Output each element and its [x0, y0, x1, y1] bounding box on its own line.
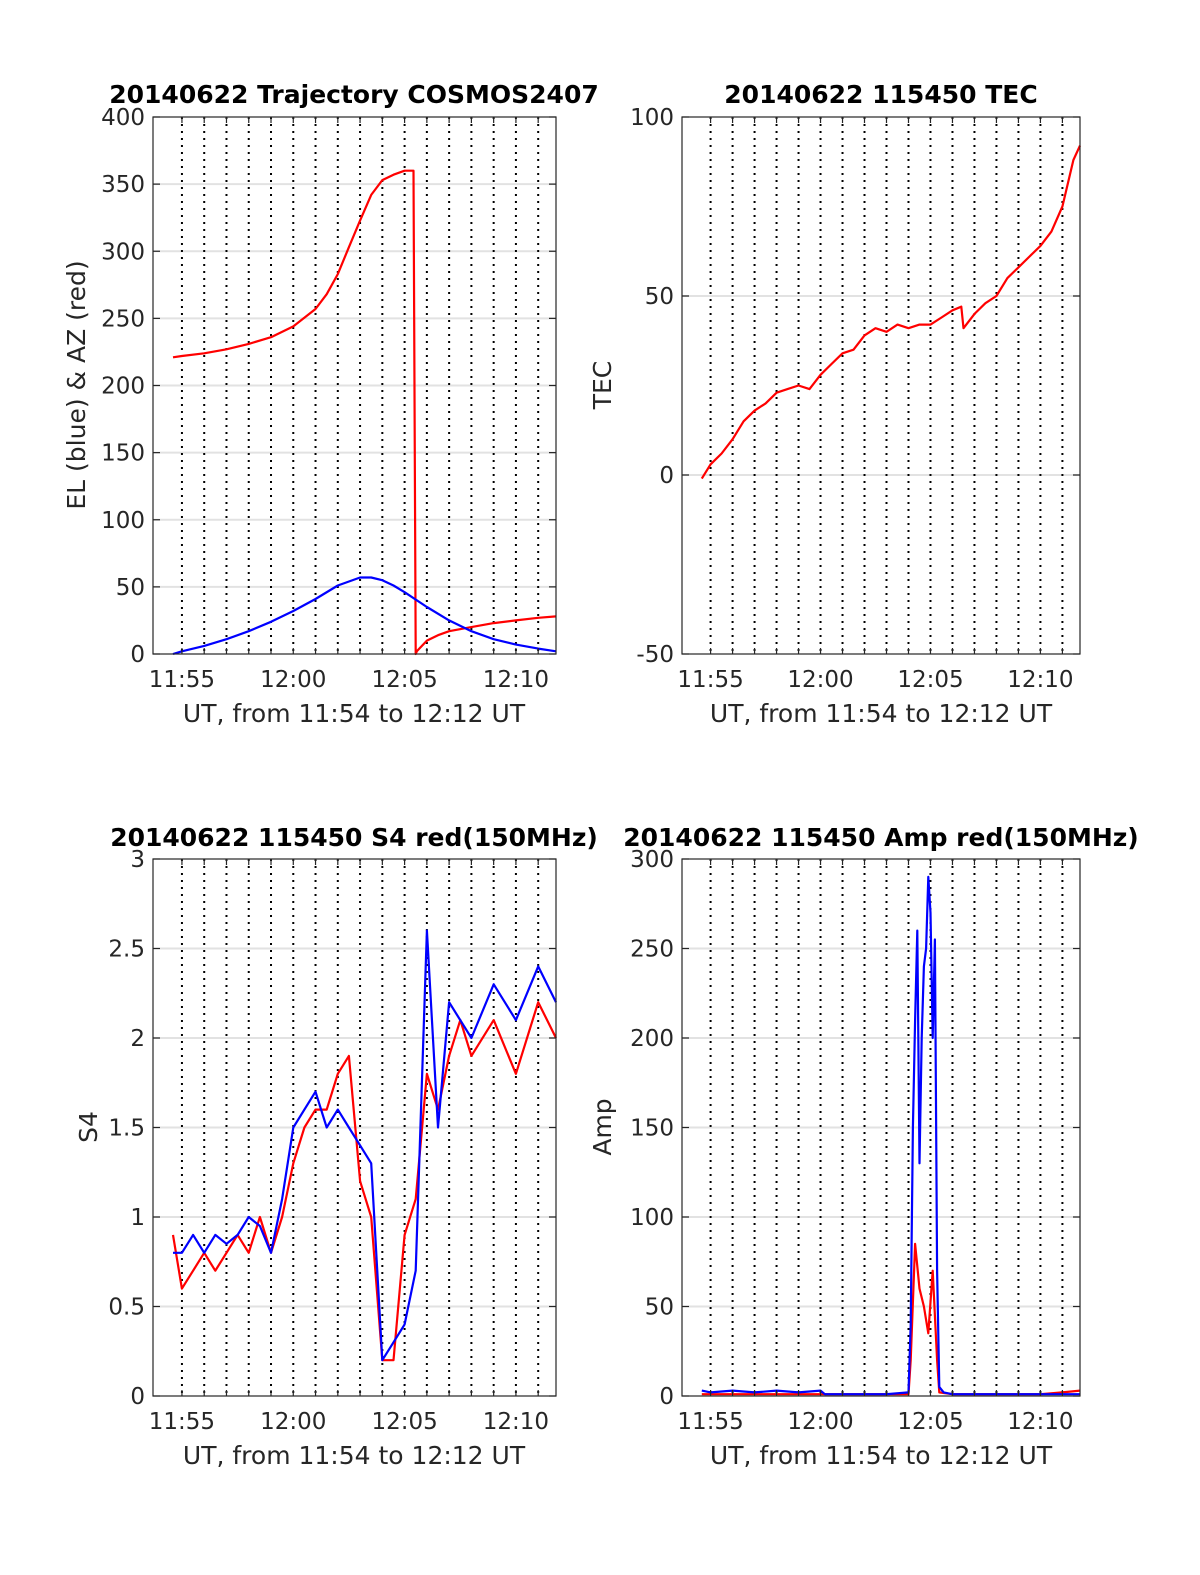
panel-tec-axes-frame [681, 116, 1081, 655]
y-tick-label: 100 [630, 105, 674, 131]
series-line-red [701, 1242, 1081, 1396]
y-tick-label: 2 [130, 1026, 145, 1052]
y-tick-label: 200 [101, 374, 145, 400]
y-tick-label: 250 [630, 937, 674, 963]
panel-trajectory-grid [153, 117, 556, 654]
x-tick-label: 12:10 [483, 667, 549, 693]
panel-s4-ylabel: S4 [74, 1111, 103, 1143]
y-tick-label: 200 [630, 1026, 674, 1052]
series-line-blue [173, 929, 557, 1362]
panel-tec-xlabel: UT, from 11:54 to 12:12 UT [710, 699, 1053, 728]
x-tick-label: 12:00 [260, 667, 326, 693]
panel-amp-grid [682, 859, 1080, 1396]
series-line-blue [701, 875, 1080, 1396]
y-tick-label: 1.5 [108, 1116, 145, 1142]
x-tick-label: 11:55 [677, 1409, 743, 1435]
y-tick-label: 0.5 [108, 1295, 145, 1321]
x-tick-label: 12:05 [371, 1409, 437, 1435]
y-tick-label: 250 [101, 306, 145, 332]
y-tick-label: 50 [116, 575, 145, 601]
panel-tec: 20140622 115450 TEC -50 0 50 100 11:55 12:00 1… [588, 80, 1081, 728]
panel-s4-series [171, 929, 557, 1362]
panel-s4: 20140622 115450 S4 red(150MHz) 0 0.5 1 1.5 2… [74, 823, 598, 1470]
panel-trajectory-title: 20140622 Trajectory COSMOS2407 [109, 80, 599, 109]
panel-trajectory-series [172, 169, 557, 656]
y-tick-label: 400 [101, 105, 145, 131]
panel-s4-grid [153, 859, 556, 1396]
x-tick-label: 12:00 [787, 1409, 853, 1435]
y-tick-label: 300 [630, 847, 674, 873]
y-tick-label: 0 [130, 642, 145, 668]
panel-tec-ticks: -50 0 50 100 11:55 12:00 12:05 12:10 [630, 105, 1080, 693]
panel-amp-ylabel: Amp [588, 1098, 617, 1155]
panel-s4-ticks: 0 0.5 1 1.5 2 2.5 3 11:55 12:00 12:05 12:10 [108, 847, 556, 1435]
x-tick-label: 12:05 [371, 667, 437, 693]
y-tick-label: 0 [130, 1384, 145, 1410]
y-tick-label: 2.5 [108, 937, 145, 963]
y-tick-label: 50 [645, 1295, 674, 1321]
panel-tec-grid [682, 117, 1080, 654]
panel-amp-xlabel: UT, from 11:54 to 12:12 UT [710, 1441, 1053, 1470]
series-line-red [172, 169, 557, 656]
y-tick-label: 100 [101, 508, 145, 534]
panel-trajectory-ylabel: EL (blue) & AZ (red) [62, 260, 91, 509]
x-tick-label: 12:05 [897, 667, 963, 693]
y-tick-label: 150 [630, 1116, 674, 1142]
series-line-red [700, 145, 1081, 480]
y-tick-label: 350 [101, 172, 145, 198]
y-tick-label: 50 [645, 284, 674, 310]
panel-tec-title: 20140622 115450 TEC [724, 80, 1037, 109]
x-tick-label: 11:55 [149, 1409, 215, 1435]
y-tick-label: 150 [101, 441, 145, 467]
y-tick-label: 0 [659, 1384, 674, 1410]
panel-tec-series [700, 145, 1081, 480]
x-tick-label: 12:05 [897, 1409, 963, 1435]
y-tick-label: 1 [130, 1205, 145, 1231]
panel-tec-ylabel: TEC [588, 361, 617, 411]
panel-trajectory-xlabel: UT, from 11:54 to 12:12 UT [183, 699, 526, 728]
series-line-blue [172, 576, 557, 656]
y-tick-label: 300 [101, 239, 145, 265]
panel-s4-xlabel: UT, from 11:54 to 12:12 UT [183, 1441, 526, 1470]
x-tick-label: 12:10 [1007, 667, 1073, 693]
panel-trajectory-ticks: 0 50 100 150 200 250 300 350 400 11:55 12:00 12:05 1… [101, 105, 556, 693]
panel-amp-title: 20140622 115450 Amp red(150MHz) [623, 823, 1139, 852]
x-tick-label: 12:10 [483, 1409, 549, 1435]
y-tick-label: 0 [659, 463, 674, 489]
panel-amp: 20140622 115450 Amp red(150MHz) 0 50 100 15… [588, 823, 1139, 1470]
panel-trajectory: 20140622 Trajectory COSMOS2407 0 50 100 150… [62, 80, 599, 728]
x-tick-label: 11:55 [149, 667, 215, 693]
series-line-red [171, 1001, 557, 1362]
x-tick-label: 12:10 [1007, 1409, 1073, 1435]
y-tick-label: -50 [636, 642, 674, 668]
panel-amp-series [701, 875, 1081, 1396]
y-tick-label: 3 [130, 847, 145, 873]
y-tick-label: 100 [630, 1205, 674, 1231]
x-tick-label: 12:00 [260, 1409, 326, 1435]
panel-s4-title: 20140622 115450 S4 red(150MHz) [110, 823, 598, 852]
x-tick-label: 12:00 [787, 667, 853, 693]
panel-amp-ticks: 0 50 100 150 200 250 300 11:55 12:00 12:05 12:10 [630, 847, 1080, 1435]
x-tick-label: 11:55 [677, 667, 743, 693]
